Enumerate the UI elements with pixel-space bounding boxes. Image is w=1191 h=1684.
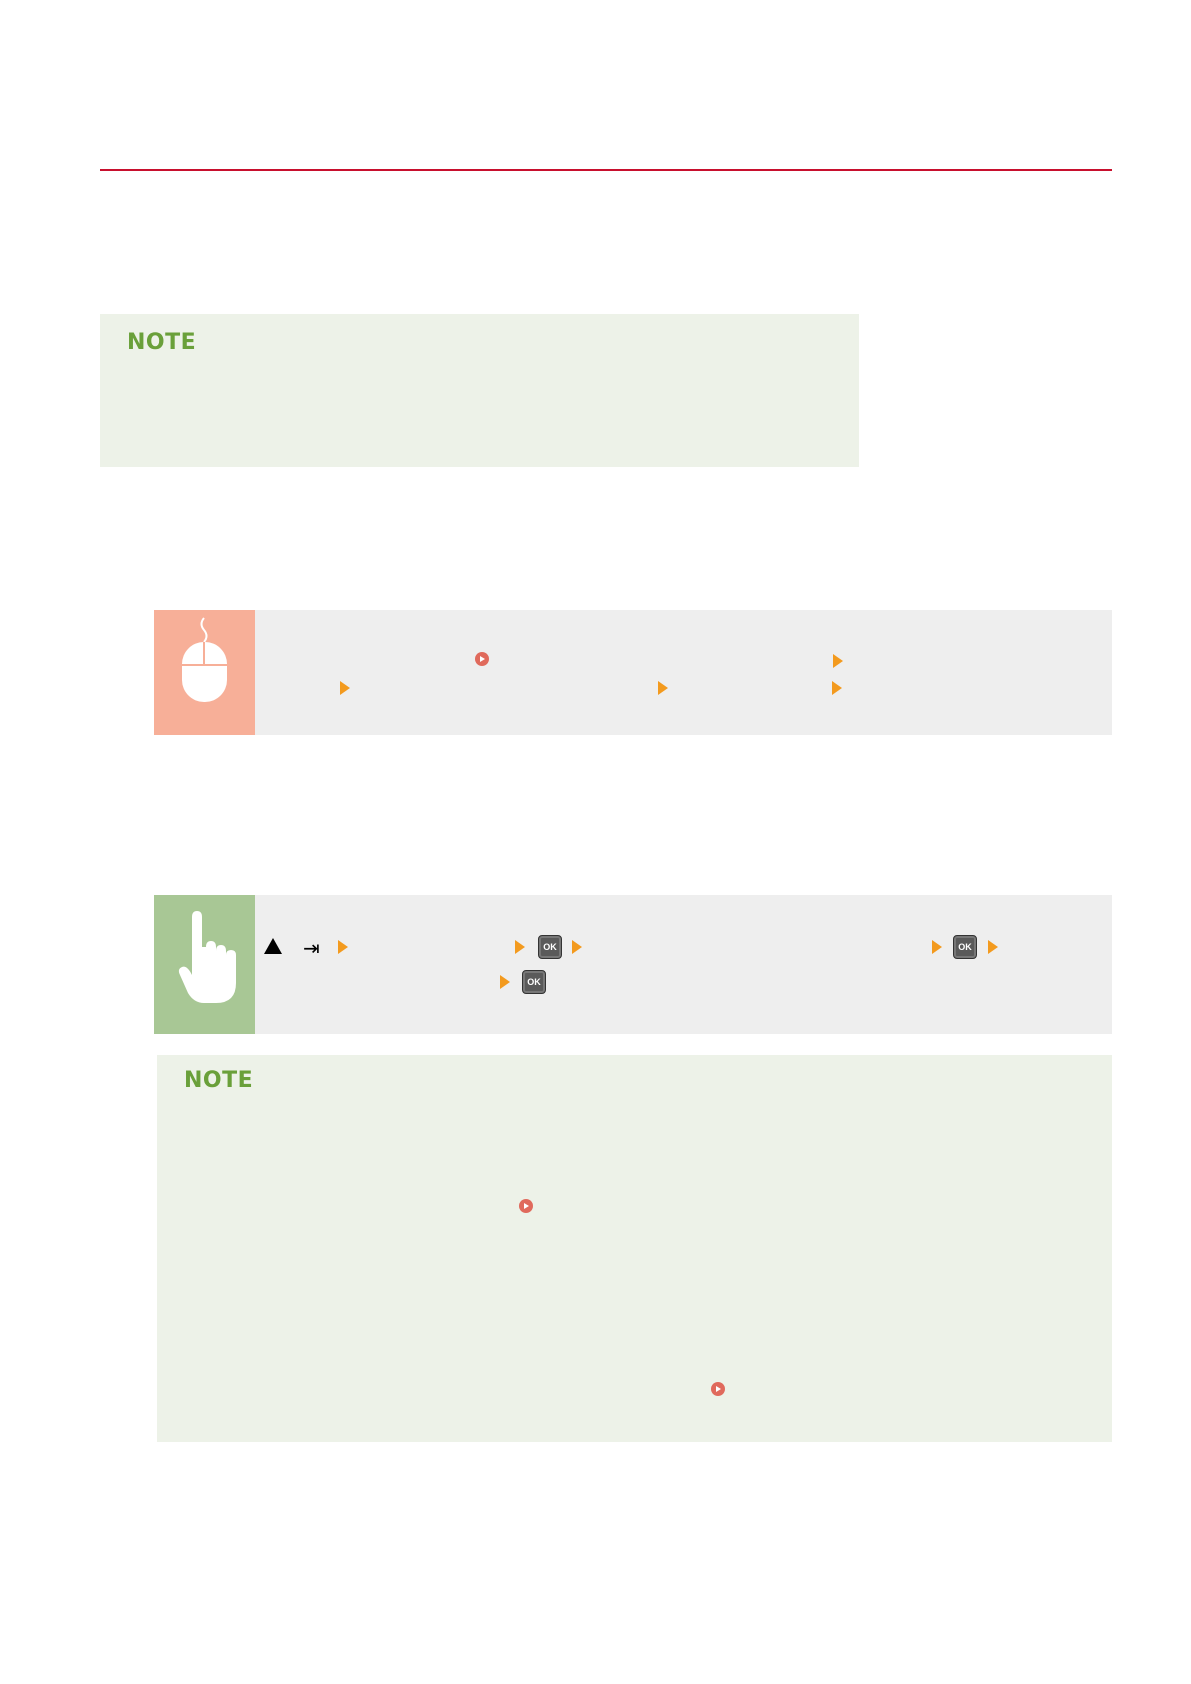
arrow-icon [833,654,843,668]
note-title: NOTE [184,1068,254,1093]
mouse-icon [154,610,255,735]
section-divider [100,169,1112,171]
link-icon[interactable] [475,652,489,666]
link-icon[interactable] [711,1382,725,1396]
arrow-icon [340,681,350,695]
arrow-icon [832,681,842,695]
menu-key-icon: ⇥ [303,938,320,960]
link-icon[interactable] [519,1199,533,1213]
up-key-icon [264,938,282,954]
note-title: NOTE [127,330,197,355]
ok-key-icon: OK [522,970,546,994]
ok-key-icon: OK [953,935,977,959]
control-panel-procedure [154,895,1112,1034]
arrow-icon [572,940,582,954]
remote-ui-procedure [154,610,1112,735]
ok-key-icon: OK [538,935,562,959]
note-box: NOTE [100,314,859,467]
arrow-icon [500,975,510,989]
arrow-icon [515,940,525,954]
arrow-icon [338,940,348,954]
arrow-icon [658,681,668,695]
hand-pointer-icon [154,895,255,1034]
note-box: NOTE [157,1055,1112,1442]
arrow-icon [988,940,998,954]
arrow-icon [932,940,942,954]
